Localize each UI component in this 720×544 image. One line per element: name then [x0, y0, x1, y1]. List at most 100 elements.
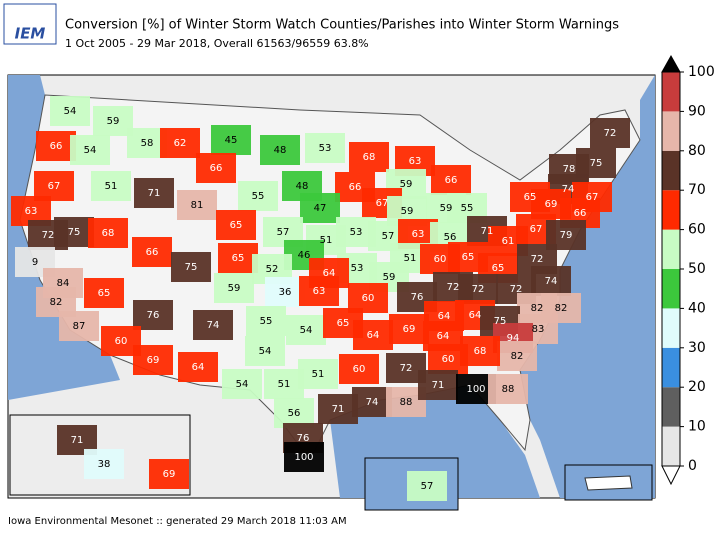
region-label: 67 — [530, 224, 543, 235]
colorbar-tick-label: 10 — [688, 419, 706, 435]
region-label: 57 — [421, 481, 434, 492]
region-label: 56 — [288, 408, 301, 419]
region — [218, 243, 258, 273]
colorbar-bin — [662, 269, 680, 309]
region-label: 56 — [444, 232, 457, 243]
region-label: 76 — [297, 433, 310, 444]
region — [238, 181, 278, 211]
region-label: 65 — [232, 253, 245, 264]
region — [460, 336, 500, 366]
region-label: 76 — [147, 310, 160, 321]
region-label: 54 — [300, 325, 313, 336]
region — [193, 310, 233, 340]
region-label: 59 — [107, 116, 120, 127]
region-label: 66 — [574, 208, 587, 219]
region-label: 64 — [469, 310, 482, 321]
colorbar-tick-label: 0 — [688, 458, 697, 474]
region — [407, 471, 447, 501]
region — [59, 311, 99, 341]
region-label: 51 — [105, 181, 118, 192]
colorbar-tick-label: 20 — [688, 379, 706, 395]
region-label: 69 — [163, 469, 176, 480]
region — [171, 252, 211, 282]
region-label: 72 — [42, 230, 55, 241]
region-label: 66 — [50, 141, 63, 152]
region-label: 48 — [274, 145, 287, 156]
region-label: 63 — [412, 229, 425, 240]
region-label: 100 — [294, 452, 313, 463]
region-label: 47 — [314, 203, 327, 214]
region-label: 87 — [73, 321, 86, 332]
region-label: 67 — [48, 181, 61, 192]
region — [339, 354, 379, 384]
region-label: 60 — [442, 354, 455, 365]
region — [36, 131, 76, 161]
region — [178, 352, 218, 382]
colorbar-bin — [662, 347, 680, 388]
region-label: 59 — [401, 206, 414, 217]
region-label: 75 — [68, 227, 81, 238]
pacific — [8, 75, 120, 400]
region-label: 54 — [84, 145, 97, 156]
colorbar-tick-label: 90 — [688, 103, 706, 119]
region — [222, 369, 262, 399]
region — [300, 193, 340, 223]
colorbar-tick-label: 100 — [688, 64, 715, 80]
region — [318, 394, 358, 424]
colorbar-tick-label: 30 — [688, 340, 706, 356]
region-label: 69 — [147, 355, 160, 366]
region-label: 83 — [532, 324, 545, 335]
region — [134, 178, 174, 208]
region-label: 54 — [236, 379, 249, 390]
region-label: 71 — [432, 380, 445, 391]
colorbar-tick-label: 60 — [688, 222, 706, 238]
colorbar-bin — [662, 308, 680, 348]
region-label: 78 — [563, 164, 576, 175]
region — [133, 345, 173, 375]
region-label: 79 — [560, 230, 573, 241]
region-label: 48 — [296, 181, 309, 192]
region — [260, 135, 300, 165]
region-label: 68 — [474, 346, 487, 357]
region — [196, 153, 236, 183]
region — [264, 369, 304, 399]
atlantic — [520, 75, 655, 498]
region-label: 64 — [437, 331, 450, 342]
region — [54, 217, 94, 247]
region-label: 63 — [409, 156, 422, 167]
region-label: 75 — [590, 158, 603, 169]
region — [458, 274, 498, 304]
region-label: 53 — [351, 263, 364, 274]
region-label: 72 — [472, 284, 485, 295]
region-label: 71 — [148, 188, 161, 199]
region-label: 36 — [279, 287, 292, 298]
region — [84, 278, 124, 308]
logo-box — [3, 3, 57, 45]
colorbar: 0 10 20 30 40 50 60 70 80 90 100 — [661, 54, 715, 486]
colorbar-tick-label: 80 — [688, 143, 706, 159]
region — [133, 300, 173, 330]
region — [298, 359, 338, 389]
region-label: 60 — [362, 293, 375, 304]
region-label: 66 — [349, 182, 362, 193]
colorbar-bin — [662, 150, 680, 191]
colorbar-tick-label: 50 — [688, 261, 706, 277]
subtitle: 1 Oct 2005 - 29 Mar 2018, Overall 61563/… — [65, 37, 369, 50]
region — [265, 277, 305, 307]
map: 54 59 66 54 58 62 45 48 53 66 68 63 67 51 71 81 55 48 66 59… — [7, 74, 656, 511]
region — [211, 125, 251, 155]
region-label: 64 — [323, 268, 336, 279]
region — [352, 387, 392, 417]
region-label: 82 — [50, 297, 63, 308]
region-label: 38 — [98, 459, 111, 470]
region-label: 100 — [466, 384, 485, 395]
puerto-rico — [584, 475, 633, 491]
region-label: 75 — [494, 316, 507, 327]
colorbar-bin — [662, 190, 680, 230]
region — [50, 96, 90, 126]
region-label: 81 — [191, 200, 204, 211]
region-label: 66 — [445, 175, 458, 186]
region-label: 57 — [277, 227, 290, 238]
region — [576, 148, 616, 178]
region — [214, 273, 254, 303]
